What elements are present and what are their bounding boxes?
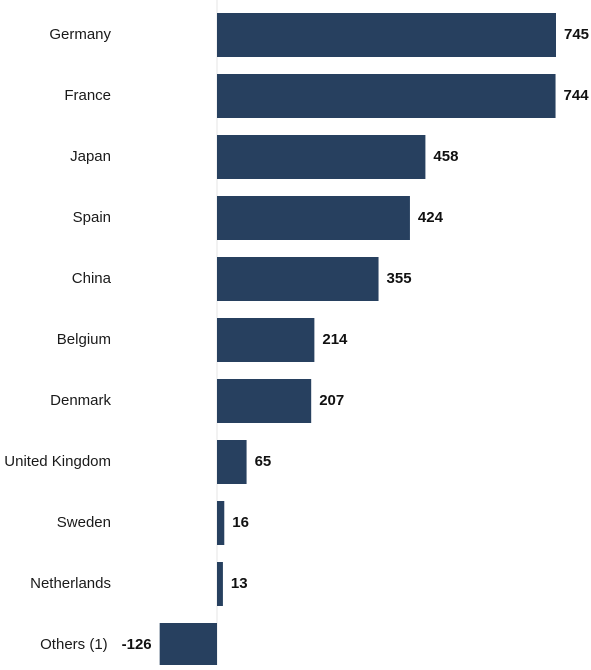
- value-label: 16: [232, 514, 249, 531]
- bar-germany: [217, 13, 556, 57]
- category-label: United Kingdom: [4, 453, 111, 470]
- category-label: Denmark: [50, 392, 111, 409]
- value-labels: 745 744 458 424 355 214 207 65 16 13 -126: [122, 26, 590, 653]
- category-label: Netherlands: [30, 575, 111, 592]
- value-label: 207: [319, 392, 344, 409]
- category-label: Germany: [49, 26, 111, 43]
- category-labels: Germany France Japan Spain China Belgium Denma…: [4, 26, 111, 653]
- value-label: 13: [231, 575, 248, 592]
- bars-group: [159, 13, 556, 667]
- category-label: Belgium: [57, 331, 111, 348]
- value-label: 458: [433, 148, 458, 165]
- value-label: 214: [322, 331, 348, 348]
- value-label: 65: [255, 453, 272, 470]
- category-label: China: [72, 270, 112, 287]
- bar-netherlands: [217, 562, 223, 606]
- value-label: 355: [387, 270, 412, 287]
- bar-belgium: [217, 318, 315, 362]
- bar-denmark: [217, 379, 312, 423]
- value-label: -126: [122, 636, 152, 653]
- bar-others-1: [159, 623, 217, 667]
- value-label: 744: [564, 87, 590, 104]
- bar-japan: [217, 135, 426, 179]
- value-label: 745: [564, 26, 589, 43]
- value-label: 424: [418, 209, 444, 226]
- category-label: Sweden: [57, 514, 111, 531]
- bar-china: [217, 257, 379, 301]
- category-label: Spain: [73, 209, 111, 226]
- category-label: Japan: [70, 148, 111, 165]
- bar-sweden: [217, 501, 225, 545]
- bar-france: [217, 74, 556, 118]
- category-label: France: [64, 87, 111, 104]
- bar-spain: [217, 196, 410, 240]
- category-label: Others (1): [40, 636, 108, 653]
- bar-united-kingdom: [217, 440, 247, 484]
